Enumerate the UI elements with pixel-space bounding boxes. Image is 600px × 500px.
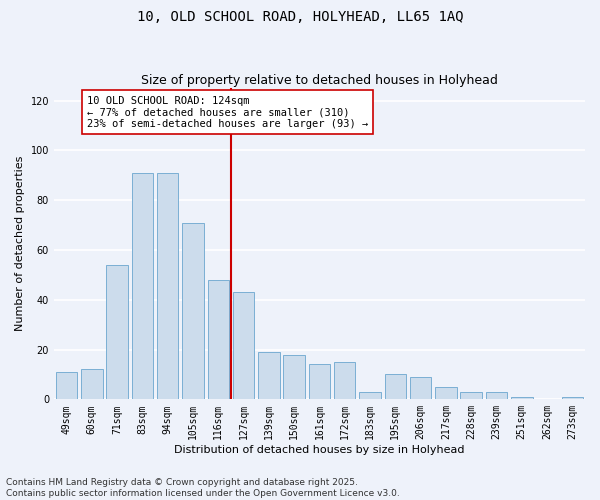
Title: Size of property relative to detached houses in Holyhead: Size of property relative to detached ho… xyxy=(141,74,498,87)
Bar xyxy=(208,280,229,400)
Bar xyxy=(182,222,204,400)
Bar xyxy=(435,387,457,400)
Bar xyxy=(131,173,153,400)
Bar xyxy=(511,397,533,400)
Bar xyxy=(283,354,305,400)
Text: 10 OLD SCHOOL ROAD: 124sqm
← 77% of detached houses are smaller (310)
23% of sem: 10 OLD SCHOOL ROAD: 124sqm ← 77% of deta… xyxy=(87,96,368,129)
Y-axis label: Number of detached properties: Number of detached properties xyxy=(15,156,25,332)
Bar xyxy=(233,292,254,400)
Bar xyxy=(562,397,583,400)
Bar xyxy=(106,265,128,400)
Bar xyxy=(460,392,482,400)
Bar xyxy=(385,374,406,400)
Bar xyxy=(486,392,507,400)
Text: 10, OLD SCHOOL ROAD, HOLYHEAD, LL65 1AQ: 10, OLD SCHOOL ROAD, HOLYHEAD, LL65 1AQ xyxy=(137,10,463,24)
Bar xyxy=(56,372,77,400)
Bar xyxy=(410,377,431,400)
Text: Contains HM Land Registry data © Crown copyright and database right 2025.
Contai: Contains HM Land Registry data © Crown c… xyxy=(6,478,400,498)
Bar xyxy=(334,362,355,400)
X-axis label: Distribution of detached houses by size in Holyhead: Distribution of detached houses by size … xyxy=(174,445,465,455)
Bar xyxy=(359,392,381,400)
Bar xyxy=(157,173,178,400)
Bar xyxy=(81,370,103,400)
Bar xyxy=(258,352,280,400)
Bar xyxy=(309,364,330,400)
